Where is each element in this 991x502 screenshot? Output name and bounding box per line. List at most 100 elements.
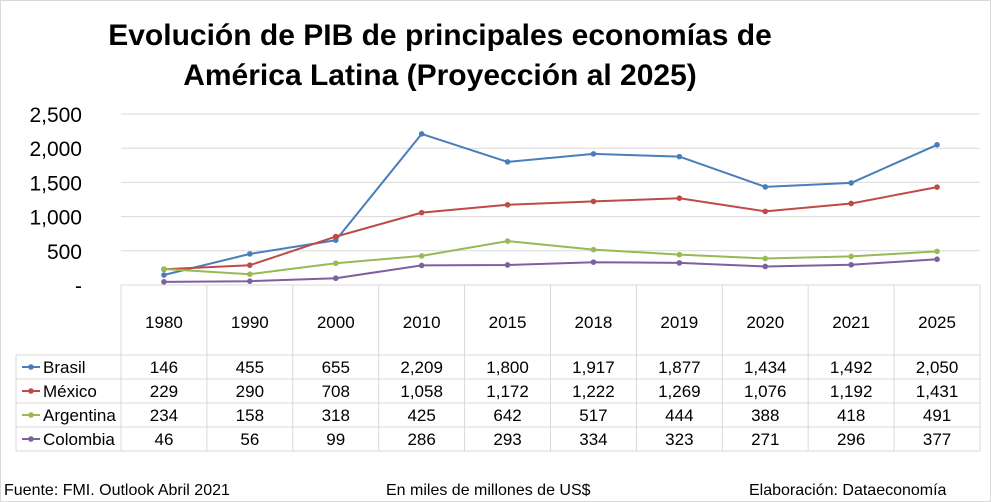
- data-point: [504, 262, 511, 268]
- data-point: [504, 159, 511, 165]
- data-point: [934, 248, 940, 255]
- data-point: [848, 261, 854, 268]
- legend-key-marker: [28, 412, 34, 418]
- data-point: [934, 141, 940, 148]
- data-point: [332, 260, 339, 267]
- data-label: 1,917: [572, 358, 615, 377]
- data-label: 271: [751, 430, 779, 449]
- data-label: 46: [154, 430, 173, 449]
- data-point: [161, 279, 167, 285]
- y-tick-label: 2,000: [29, 138, 82, 161]
- data-point: [504, 238, 511, 244]
- series-lines: [161, 131, 940, 285]
- data-point: [161, 266, 167, 272]
- data-point: [418, 253, 425, 259]
- data-point: [934, 184, 940, 190]
- data-point: [590, 151, 597, 157]
- data-point: [934, 256, 940, 263]
- data-point: [762, 184, 769, 190]
- data-label: 1,434: [744, 358, 787, 377]
- data-label: 1,800: [486, 358, 529, 377]
- x-tick-label: 1990: [231, 313, 269, 332]
- data-label: 377: [923, 430, 951, 449]
- data-point: [762, 263, 769, 270]
- x-tick-label: 2025: [918, 313, 956, 332]
- data-point: [418, 209, 425, 216]
- series-line: [163, 186, 938, 271]
- data-label: 388: [751, 406, 779, 425]
- data-point: [676, 153, 683, 160]
- legend-entry: Argentina: [43, 406, 116, 425]
- series-line: [163, 240, 938, 276]
- data-label: 425: [407, 406, 435, 425]
- data-point: [590, 246, 597, 253]
- x-tick-label: 2015: [489, 313, 527, 332]
- y-tick-label: 2,500: [29, 104, 82, 127]
- legend-entry: Brasil: [43, 358, 86, 377]
- data-label: 146: [150, 358, 178, 377]
- data-point: [418, 131, 425, 137]
- data-label: 293: [493, 430, 521, 449]
- x-tick-label: 2000: [317, 313, 355, 332]
- data-label: 517: [579, 406, 607, 425]
- data-point: [247, 271, 253, 277]
- series-line: [163, 132, 938, 276]
- data-label: 158: [236, 406, 264, 425]
- credit-note: Elaboración: Dataeconomía: [749, 482, 947, 499]
- data-label: 1,431: [916, 382, 959, 401]
- x-tick-label: 1980: [145, 313, 183, 332]
- data-label: 334: [579, 430, 607, 449]
- data-label: 1,076: [744, 382, 787, 401]
- data-label: 99: [326, 430, 345, 449]
- x-tick-label: 2019: [660, 313, 698, 332]
- data-label: 1,172: [486, 382, 529, 401]
- data-point: [762, 208, 769, 215]
- data-label: 56: [240, 430, 259, 449]
- chart-title-line-1: Evolución de PIB de principales economía…: [108, 19, 772, 52]
- data-label: 296: [837, 430, 865, 449]
- data-point: [676, 195, 683, 202]
- data-label: 1,192: [830, 382, 873, 401]
- data-point: [590, 259, 597, 265]
- legend-key-marker: [28, 436, 34, 442]
- data-point: [161, 272, 167, 278]
- data-label: 318: [322, 406, 350, 425]
- data-label: 2,050: [916, 358, 959, 377]
- data-label: 1,222: [572, 382, 615, 401]
- data-label: 708: [322, 382, 350, 401]
- data-point: [676, 260, 683, 266]
- data-point: [247, 251, 253, 257]
- data-point: [418, 262, 425, 269]
- x-tick-label: 2018: [575, 313, 613, 332]
- data-point: [332, 233, 339, 240]
- series-line: [163, 258, 938, 283]
- data-point: [848, 180, 854, 186]
- x-tick-label: 2021: [832, 313, 870, 332]
- data-label: 286: [407, 430, 435, 449]
- data-point: [247, 262, 253, 268]
- legend-entry: Colombia: [43, 430, 115, 449]
- data-label: 1,269: [658, 382, 701, 401]
- data-point: [332, 275, 339, 282]
- y-tick-label: 500: [47, 241, 82, 264]
- data-label: 455: [236, 358, 264, 377]
- legend-key-marker: [28, 388, 34, 394]
- data-label: 642: [493, 406, 521, 425]
- data-label: 418: [837, 406, 865, 425]
- data-label: 229: [150, 382, 178, 401]
- data-label: 290: [236, 382, 264, 401]
- source-note: Fuente: FMI. Outlook Abril 2021: [4, 482, 230, 499]
- gridlines: [121, 113, 980, 252]
- data-label: 655: [322, 358, 350, 377]
- y-tick-label: 1,000: [29, 207, 82, 230]
- data-point: [247, 278, 253, 284]
- y-axis: - 500 1,000 1,500 2,000 2,500: [29, 104, 82, 298]
- data-label: 2,209: [400, 358, 443, 377]
- data-label: 491: [923, 406, 951, 425]
- data-label: 323: [665, 430, 693, 449]
- data-label: 234: [150, 406, 178, 425]
- legend-key-marker: [28, 364, 34, 370]
- data-point: [848, 253, 854, 260]
- data-table: 1980 1990 2000 2010 2015 2018 2019 2020 2021 2025…: [15, 284, 981, 452]
